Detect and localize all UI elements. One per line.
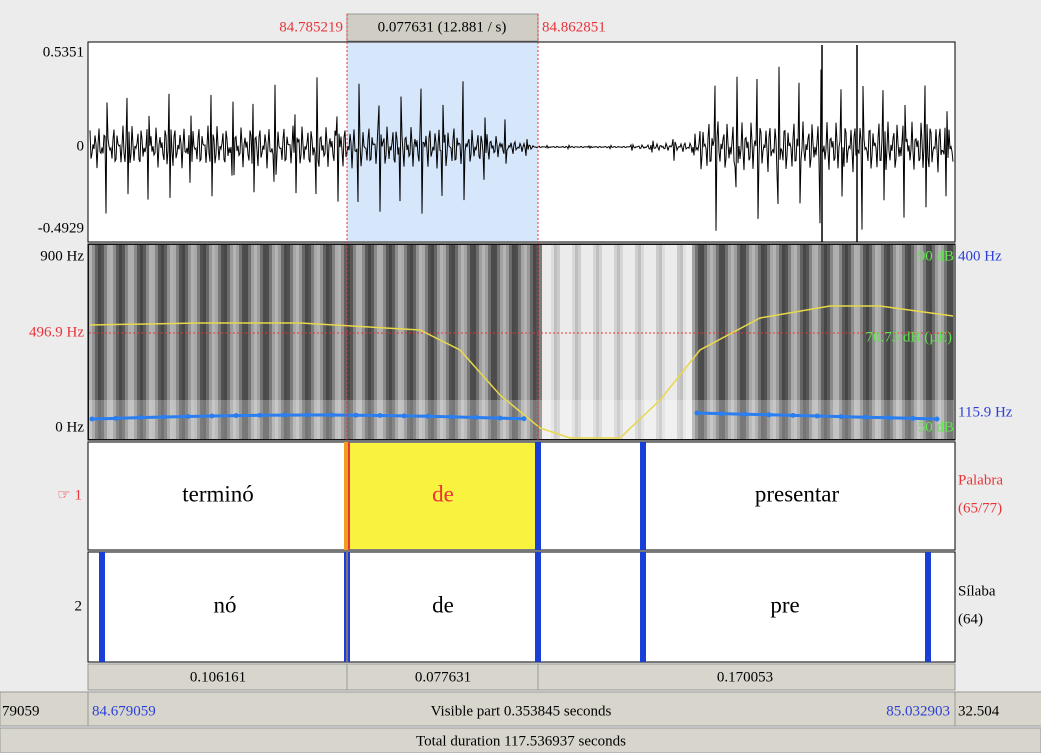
interval-text[interactable]: de xyxy=(432,481,454,506)
pitch-point xyxy=(210,413,215,418)
pitch-point xyxy=(402,413,407,418)
outside-left-time: 79059 xyxy=(2,703,40,719)
freq-max: 900 Hz xyxy=(40,248,84,264)
tier-count: (65/77) xyxy=(958,500,1002,516)
pitch-point xyxy=(815,414,820,419)
freq-min: 0 Hz xyxy=(55,419,84,435)
pitch-point xyxy=(258,413,263,418)
interval-text[interactable]: nó xyxy=(214,592,237,617)
db-min: 50 dB xyxy=(918,419,954,435)
interval-text[interactable]: presentar xyxy=(755,481,840,506)
interval-text[interactable]: de xyxy=(432,592,454,617)
pitch-point xyxy=(767,412,772,417)
pitch-point xyxy=(839,414,844,419)
pitch-point xyxy=(887,415,892,420)
duration: 0.106161 xyxy=(190,669,246,685)
cursor-freq: 496.9 Hz xyxy=(29,324,84,340)
wave-max: 0.5351 xyxy=(43,44,84,60)
pitch-point xyxy=(306,413,311,418)
duration: 0.077631 xyxy=(415,669,471,685)
pitch-point xyxy=(90,417,95,422)
visible-start: 84.679059 xyxy=(92,703,156,719)
pitch-point xyxy=(282,413,287,418)
visible-end: 85.032903 xyxy=(886,703,950,719)
pitch-point xyxy=(719,411,724,416)
spectrogram-panel[interactable] xyxy=(88,244,956,440)
wave-zero: 0 xyxy=(77,138,85,154)
pitch-point xyxy=(114,416,119,421)
tier-number[interactable]: ☞ 1 xyxy=(57,487,82,503)
outside-right-time: 32.504 xyxy=(958,703,1000,719)
pitch-point xyxy=(234,413,239,418)
waveform-panel[interactable] xyxy=(88,42,955,242)
pitch-point xyxy=(330,413,335,418)
interval-text[interactable]: terminó xyxy=(182,481,254,506)
total-duration: Total duration 117.536937 seconds xyxy=(416,733,626,749)
pitch-point xyxy=(743,412,748,417)
pitch-point xyxy=(911,416,916,421)
pitch-point xyxy=(791,413,796,418)
wave-min: -0.4929 xyxy=(38,220,84,236)
db-max: 90 dB xyxy=(918,248,954,264)
pitch-point xyxy=(378,413,383,418)
praat-editor: 84.785219 0.077631 (12.881 / s) 84.86285… xyxy=(0,0,1041,753)
pitch-point xyxy=(863,415,868,420)
tier-name: Sílaba xyxy=(958,583,996,599)
pitch-point xyxy=(498,416,503,421)
tier-number[interactable]: 2 xyxy=(75,598,83,614)
duration: 0.170053 xyxy=(717,669,773,685)
cursor-db: 70.73 dB (µE) xyxy=(865,329,952,345)
pitch-point xyxy=(450,414,455,419)
pitch-point xyxy=(474,415,479,420)
pitch-point xyxy=(695,411,700,416)
tier-name: Palabra xyxy=(958,472,1003,488)
pitch-point xyxy=(522,416,527,421)
interval-text[interactable]: pre xyxy=(770,592,799,617)
pitch-point xyxy=(354,413,359,418)
selection-end: 84.862851 xyxy=(542,19,606,35)
pitch-point xyxy=(426,414,431,419)
pitch-min: 115.9 Hz xyxy=(958,404,1013,420)
tier-count: (64) xyxy=(958,611,983,627)
pitch-point xyxy=(138,415,143,420)
pitch-point xyxy=(162,415,167,420)
selection-start: 84.785219 xyxy=(279,19,343,35)
pitch-point xyxy=(186,414,191,419)
selection-duration: 0.077631 (12.881 / s) xyxy=(378,19,507,35)
visible-label: Visible part 0.353845 seconds xyxy=(431,703,612,719)
pitch-max: 400 Hz xyxy=(958,248,1002,264)
